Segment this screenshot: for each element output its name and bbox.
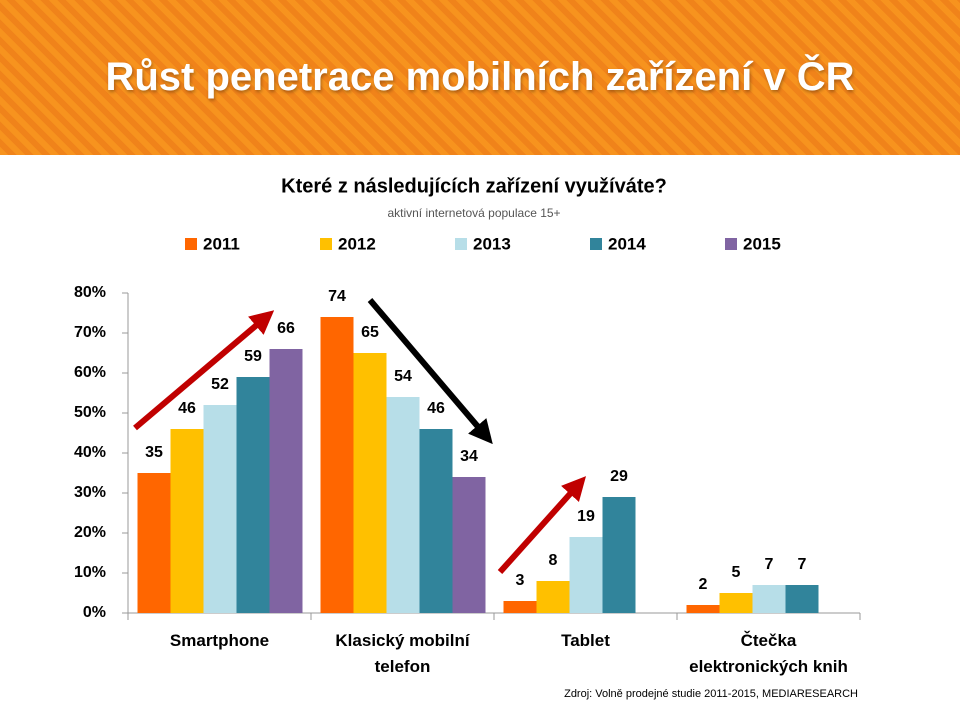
data-label: 5: [732, 564, 741, 581]
bar: [503, 601, 537, 613]
y-tick-label: 80%: [74, 284, 106, 301]
legend-swatch: [590, 238, 602, 250]
trend-arrow: [133, 310, 275, 431]
y-tick-label: 10%: [74, 564, 106, 581]
data-label: 46: [427, 400, 445, 417]
slide-title: Růst penetrace mobilních zařízení v ČR: [105, 55, 855, 99]
data-label: 7: [798, 556, 807, 573]
legend-label: 2012: [338, 234, 376, 253]
chart-subtitle: aktivní internetová populace 15+: [387, 206, 560, 220]
data-label: 59: [244, 348, 262, 365]
data-label: 8: [549, 552, 558, 569]
bar: [236, 377, 270, 613]
legend-swatch: [725, 238, 737, 250]
data-label: 74: [328, 288, 346, 305]
chart-title: Které z následujících zařízení využíváte…: [281, 175, 667, 197]
bar: [269, 349, 303, 613]
data-label: 54: [394, 368, 412, 385]
x-tick-label: Smartphone: [169, 631, 270, 650]
bar: [386, 397, 420, 613]
data-label: 19: [577, 508, 595, 525]
header: Růst penetrace mobilních zařízení v ČR: [0, 0, 960, 155]
legend-label: 2014: [608, 234, 646, 253]
bar: [170, 429, 204, 613]
data-label: 34: [460, 448, 478, 465]
bar: [569, 537, 603, 613]
y-tick-label: 50%: [74, 404, 106, 421]
bar: [353, 353, 387, 613]
data-label: 66: [277, 320, 295, 337]
y-tick-label: 20%: [74, 524, 106, 541]
legend-swatch: [185, 238, 197, 250]
bar: [536, 581, 570, 613]
y-tick-label: 70%: [74, 324, 106, 341]
bar: [752, 585, 786, 613]
bar: [686, 605, 720, 613]
data-label: 7: [765, 556, 774, 573]
bar: [452, 477, 486, 613]
data-label: 2: [699, 576, 708, 593]
source-note: Zdroj: Volně prodejné studie 2011-2015, …: [564, 688, 858, 700]
bar: [602, 497, 636, 613]
y-tick-label: 0%: [83, 604, 106, 621]
bar: [320, 317, 354, 613]
data-label: 3: [516, 572, 525, 589]
data-label: 65: [361, 324, 379, 341]
trend-arrow: [367, 298, 493, 445]
y-tick-label: 30%: [74, 484, 106, 501]
legend-label: 2015: [743, 234, 781, 253]
x-tick-label: Tablet: [561, 631, 610, 650]
bar: [419, 429, 453, 613]
x-tick-label: Čtečka elektronických knih: [689, 631, 848, 676]
legend-swatch: [455, 238, 467, 250]
legend-label: 2013: [473, 234, 511, 253]
data-label: 29: [610, 468, 628, 485]
bar: [203, 405, 237, 613]
bar: [785, 585, 819, 613]
y-tick-label: 40%: [74, 444, 106, 461]
data-label: 52: [211, 376, 229, 393]
bar: [719, 593, 753, 613]
y-tick-label: 60%: [74, 364, 106, 381]
data-label: 35: [145, 444, 163, 461]
legend-swatch: [320, 238, 332, 250]
bar: [137, 473, 171, 613]
legend-label: 2011: [203, 234, 240, 253]
x-tick-label: Klasický mobilní telefon: [335, 631, 470, 676]
data-label: 46: [178, 400, 196, 417]
trend-arrow: [497, 476, 587, 575]
